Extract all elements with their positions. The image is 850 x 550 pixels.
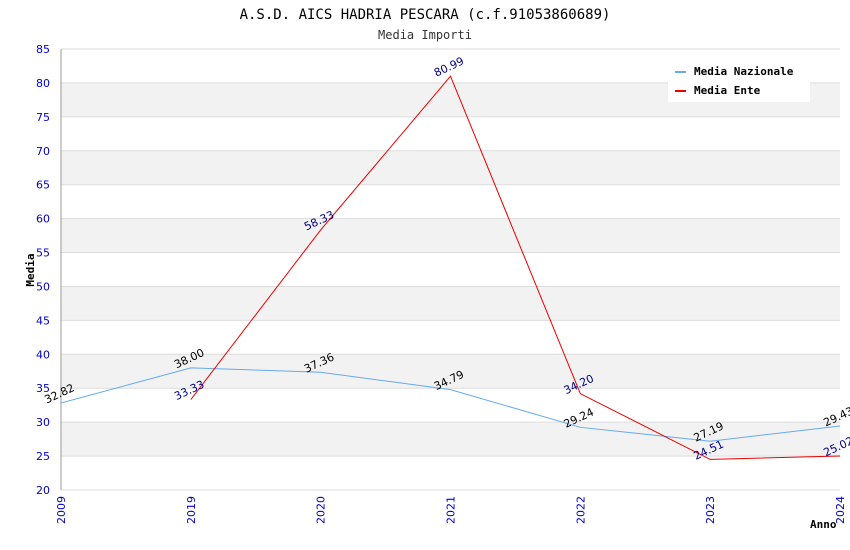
grid-band: [61, 286, 840, 321]
grid-band: [61, 388, 840, 423]
grid-band: [61, 456, 840, 490]
x-tick-label: 2021: [445, 496, 458, 524]
y-tick-label: 40: [36, 348, 50, 361]
y-tick-label: 80: [36, 77, 50, 90]
y-tick-label: 20: [36, 484, 50, 497]
y-tick-label: 25: [36, 450, 50, 463]
x-axis-label: Anno: [810, 518, 837, 531]
y-tick-label: 70: [36, 145, 50, 158]
x-axis-ticks: 2009 2019 2020 2021 2022 2023 2024: [55, 496, 847, 524]
legend: Media Nazionale Media Ente: [668, 60, 810, 102]
grid-bands: [61, 49, 840, 490]
grid-band: [61, 354, 840, 389]
x-tick-label: 2009: [55, 496, 68, 524]
grid-band: [61, 184, 840, 219]
grid-band: [61, 150, 840, 185]
legend-label-media-ente: Media Ente: [694, 84, 761, 97]
grid-band: [61, 116, 840, 151]
legend-box: [668, 60, 810, 102]
series-line-media-nazionale: [60, 367, 841, 442]
y-tick-label: 45: [36, 314, 50, 327]
x-tick-label: 2019: [185, 496, 198, 524]
y-tick-label: 60: [36, 213, 50, 226]
y-tick-label: 75: [36, 111, 50, 124]
y-axis-label: Media: [24, 253, 37, 286]
chart-title: A.S.D. AICS HADRIA PESCARA (c.f.91053860…: [240, 7, 611, 23]
y-axis-ticks: 20 25 30 35 40 45 50 55 60 65 70 75 80 85: [36, 43, 50, 497]
y-tick-label: 85: [36, 43, 50, 56]
grid-band: [61, 320, 840, 355]
y-tick-label: 30: [36, 416, 50, 429]
x-tick-label: 2023: [704, 496, 717, 524]
grid-band: [61, 252, 840, 287]
series-line-media-ente: [190, 75, 841, 460]
x-tick-label: 2024: [834, 496, 847, 524]
grid-band: [61, 218, 840, 253]
y-tick-label: 50: [36, 280, 50, 293]
x-tick-label: 2020: [315, 496, 328, 524]
series-lines: [60, 75, 841, 460]
y-tick-label: 65: [36, 179, 50, 192]
y-tick-label: 55: [36, 247, 50, 260]
x-tick-label: 2022: [574, 496, 587, 524]
grid-band: [61, 422, 840, 457]
grid-lines: [61, 48, 840, 491]
legend-label-media-nazionale: Media Nazionale: [694, 65, 794, 78]
chart-subtitle: Media Importi: [378, 28, 472, 42]
y-tick-label: 35: [36, 382, 50, 395]
